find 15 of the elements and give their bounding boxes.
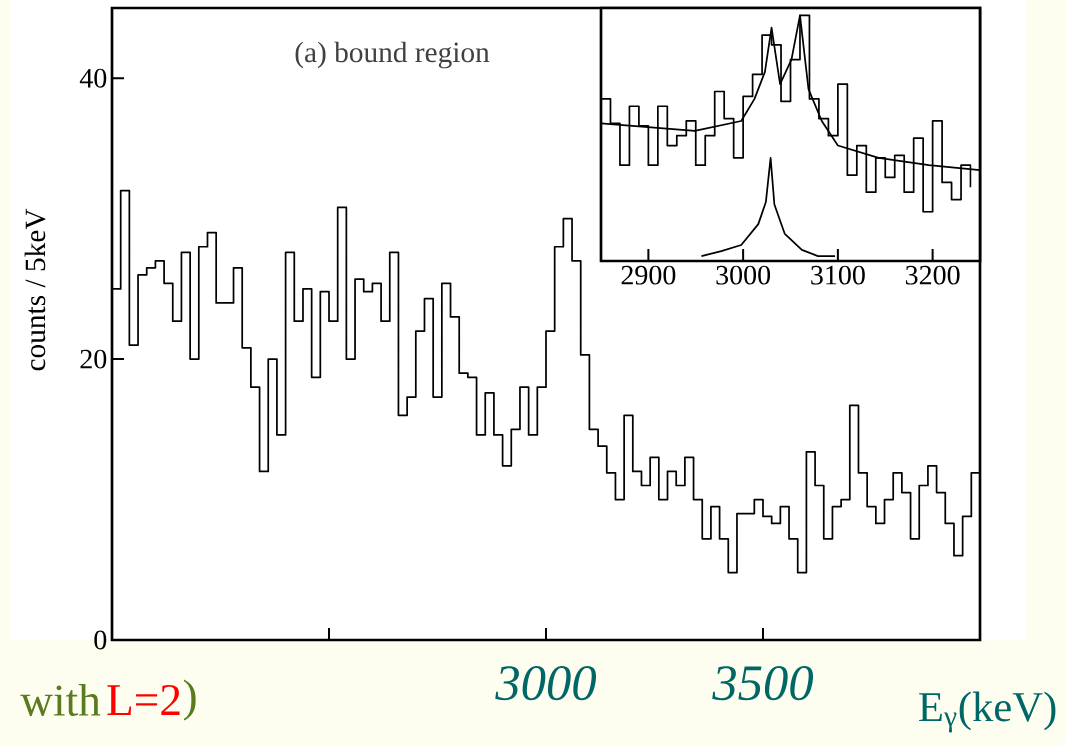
x-tick-label: 3500 (712, 666, 814, 701)
annotation: (a) bound region (295, 41, 490, 69)
y-axis-title: counts / 5keV (24, 208, 46, 371)
x-tick-label: 3000 (495, 666, 597, 701)
x-tick-label: 2900 (621, 265, 676, 285)
y-tick-label: 0 (94, 630, 107, 650)
x-tick-label: 3200 (905, 265, 960, 285)
y-tick-label: 40 (79, 68, 107, 88)
text: with (20, 684, 101, 716)
text: ) (183, 679, 196, 721)
y-tick-label: 20 (80, 349, 107, 369)
text: L=2 (107, 684, 180, 715)
x-tick-label: 3000 (716, 265, 771, 285)
x-axis-title: E$_{γ}$(keV) (919, 691, 1056, 733)
x-tick-label: 3100 (811, 265, 865, 285)
